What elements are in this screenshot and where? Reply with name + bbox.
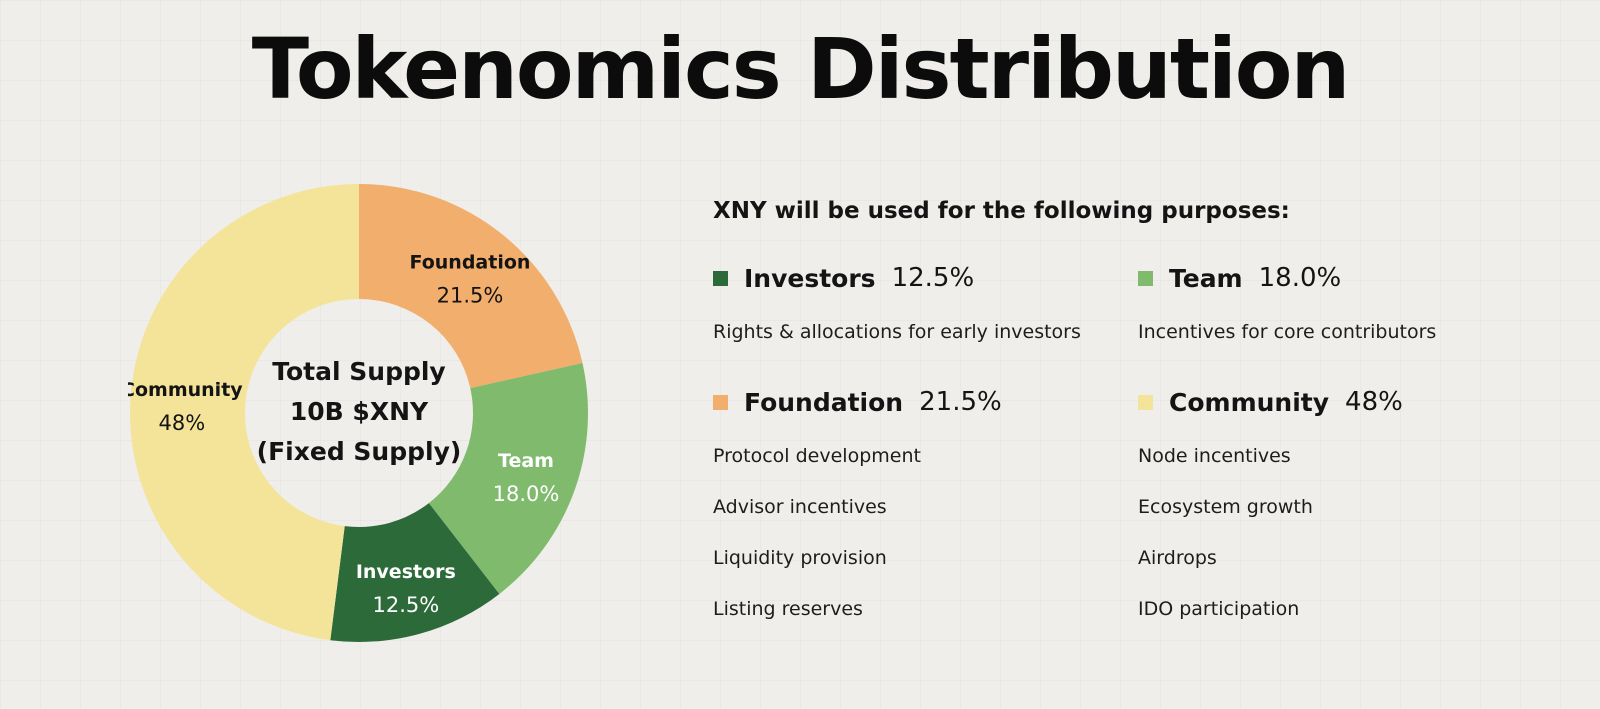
list-item: Listing reserves bbox=[713, 598, 863, 620]
slice-investors bbox=[330, 503, 500, 642]
center-text-line-3: (Fixed Supply) bbox=[257, 437, 462, 466]
group-header: Foundation 21.5% bbox=[713, 384, 1002, 420]
slice-value-foundation: 21.5% bbox=[437, 283, 504, 307]
list-item: Ecosystem growth bbox=[1138, 496, 1313, 518]
list-item: IDO participation bbox=[1138, 598, 1300, 620]
center-text-line-1: Total Supply bbox=[272, 357, 445, 386]
group-percent: 18.0% bbox=[1258, 263, 1342, 293]
page-title: Tokenomics Distribution bbox=[251, 20, 1351, 118]
slice-value-team: 18.0% bbox=[493, 482, 560, 506]
list-item: Airdrops bbox=[1138, 547, 1217, 569]
slice-value-investors: 12.5% bbox=[372, 593, 439, 617]
group-items: Incentives for core contributors bbox=[1138, 320, 1436, 371]
slice-label-team: Team bbox=[498, 450, 554, 472]
list-item: Rights & allocations for early investors bbox=[713, 321, 1081, 343]
group-items: Rights & allocations for early investors bbox=[713, 320, 1081, 371]
group-percent: 12.5% bbox=[891, 263, 975, 293]
group-name: Foundation bbox=[744, 387, 904, 417]
legend-swatch-team bbox=[1138, 270, 1153, 286]
list-item: Node incentives bbox=[1138, 445, 1291, 467]
group-percent: 48% bbox=[1345, 387, 1403, 417]
legend-swatch-foundation bbox=[713, 394, 728, 410]
group-items: Protocol development Advisor incentives … bbox=[713, 444, 921, 648]
group-percent: 21.5% bbox=[919, 387, 1002, 417]
legend-swatch-investors bbox=[713, 270, 728, 286]
group-header: Community 48% bbox=[1138, 384, 1403, 420]
slice-team bbox=[428, 363, 588, 594]
list-item: Liquidity provision bbox=[713, 547, 887, 569]
slice-label-foundation: Foundation bbox=[410, 251, 531, 273]
purposes-heading: XNY will be used for the following purpo… bbox=[713, 198, 1290, 224]
legend-swatch-community bbox=[1138, 394, 1153, 410]
list-item: Incentives for core contributors bbox=[1138, 321, 1437, 343]
group-name: Community bbox=[1169, 387, 1330, 417]
slice-foundation bbox=[359, 184, 583, 389]
slice-label-investors: Investors bbox=[356, 561, 456, 583]
center-text-line-2: 10B $XNY bbox=[290, 397, 429, 426]
slice-label-community: Community bbox=[128, 379, 243, 401]
group-header: Team 18.0% bbox=[1138, 260, 1341, 296]
list-item: Advisor incentives bbox=[713, 496, 887, 518]
slice-value-community: 48% bbox=[159, 411, 206, 435]
group-name: Team bbox=[1169, 263, 1243, 293]
donut-chart: Foundation 21.5% Team 18.0% Investors 12.5% Co… bbox=[128, 184, 588, 642]
group-items: Node incentives Ecosystem growth Airdrop… bbox=[1138, 444, 1313, 648]
group-header: Investors 12.5% bbox=[713, 260, 974, 296]
slice-community bbox=[129, 184, 359, 641]
group-name: Investors bbox=[744, 263, 876, 293]
list-item: Protocol development bbox=[713, 445, 921, 467]
